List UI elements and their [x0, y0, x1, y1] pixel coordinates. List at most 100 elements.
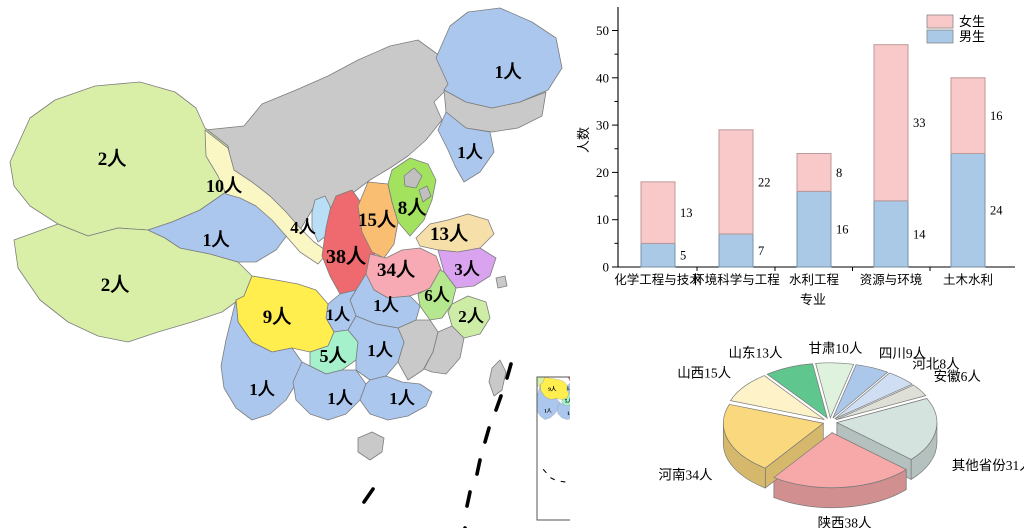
- x-category-label-4: 土木水利: [943, 273, 993, 287]
- map-label-liaoning: 1人: [457, 143, 484, 162]
- province-liaoning: [437, 111, 495, 183]
- province-hunan: [347, 315, 405, 381]
- map-label-chongqing: 1人: [567, 385, 570, 392]
- province-beijing: [403, 167, 423, 189]
- bar-female-value-3: 33: [913, 116, 926, 130]
- province-shaanxi: [567, 377, 570, 382]
- province-shanghai: [495, 275, 508, 289]
- bar-female-0: [640, 181, 676, 244]
- map-label-shaanxi: 38人: [326, 245, 367, 268]
- x-category-label-3: 资源与环境: [860, 272, 923, 287]
- legend-label-男生: 男生: [959, 29, 985, 44]
- map-label-qinghai: 1人: [203, 230, 231, 250]
- province-tianjin: [418, 185, 432, 203]
- pie-slice-其他省份: [835, 398, 938, 460]
- map-label-heilongjiang: 1人: [495, 62, 523, 82]
- bar-female-2: [796, 152, 832, 192]
- pie-slice-山西: [729, 375, 825, 420]
- bar-male-value-4: 24: [990, 204, 1003, 218]
- map-label-yunnan: 1人: [249, 380, 276, 399]
- map-label-hunan: 1人: [367, 341, 394, 360]
- bar-male-value-1: 7: [758, 244, 764, 258]
- pie-slice-河北: [834, 372, 913, 420]
- map-label-yunnan: 1人: [544, 407, 552, 414]
- bar-female-value-4: 16: [990, 109, 1003, 123]
- pie-label-其他省份: 其他省份31人: [952, 458, 1024, 473]
- bar-male-0: [640, 242, 676, 268]
- map-label-shanxi: 15人: [358, 209, 397, 231]
- map-label-gansu: 10人: [206, 176, 243, 196]
- bar-male-4: [950, 152, 986, 268]
- pie-label-山东: 山东13人: [729, 346, 783, 361]
- pie-label-河南: 河南34人: [659, 468, 713, 483]
- province-anhui: [417, 269, 457, 321]
- province-yunnan: [220, 299, 303, 421]
- inset-map-border: [536, 376, 570, 521]
- legend-swatch-女生: [926, 14, 954, 29]
- y-tick-label: 50: [596, 23, 609, 38]
- legend-label-女生: 女生: [959, 14, 985, 29]
- province-shanxi: [357, 181, 399, 259]
- bar-male-value-0: 5: [680, 249, 686, 263]
- map-label-xinjiang: 2人: [98, 148, 128, 170]
- province-shandong: [415, 213, 495, 253]
- province-heilongjiang: [435, 7, 563, 109]
- x-category-label-1: 环境科学与工程: [692, 272, 780, 287]
- y-tick-label: 10: [596, 212, 609, 227]
- province-hebei: [387, 157, 437, 237]
- map-label-gansu: 10人: [531, 348, 542, 355]
- pie-label-四川: 四川9人: [879, 346, 927, 361]
- pie-slice-河南: [722, 403, 825, 469]
- map-labels: 1人1人2人2人1人10人4人38人15人8人13人34人3人6人2人1人1人9…: [500, 339, 570, 417]
- y-tick-label: 0: [603, 260, 610, 275]
- pie-slice-安徽: [835, 384, 927, 421]
- pie-chart: 其他省份31人陕西38人 河南34人 山西15人 山东13人 甘肃10人 四川9人河北8人…: [659, 341, 1024, 528]
- pie-label-安徽: 安徽6人: [934, 369, 982, 384]
- map-label-henan: 34人: [377, 259, 416, 281]
- x-category-label-0: 化学工程与技术: [614, 272, 702, 287]
- pie-label-陕西: 陕西38人: [818, 516, 872, 528]
- pie-slice-四川: [832, 364, 889, 419]
- y-axis-title: 人数: [576, 127, 591, 153]
- map-label-ningxia: 4人: [290, 218, 317, 237]
- y-tick-label: 40: [596, 70, 609, 85]
- inset-map-content: 1人1人2人2人1人10人4人38人15人8人13人34人3人6人2人1人1人9…: [500, 308, 570, 483]
- bar-female-value-0: 13: [680, 206, 693, 220]
- province-guangxi: [556, 402, 570, 420]
- map-label-sichuan: 9人: [263, 306, 293, 328]
- map-label-guangxi: 1人: [327, 389, 354, 408]
- bar-chart: 0 10 20 30 40 50 5 13 化学工程与技术 7 22 环境科学与工程 16 8 水利工程 14…: [576, 7, 1015, 307]
- bar-female-value-2: 8: [836, 166, 842, 180]
- province-guangdong: [359, 375, 433, 421]
- x-category-label-2: 水利工程: [789, 272, 840, 287]
- map-label-shandong: 13人: [430, 223, 469, 245]
- map-label-guangdong: 1人: [389, 389, 416, 408]
- pie-label-河北: 河北8人: [912, 357, 960, 372]
- bar-male-value-2: 16: [836, 223, 849, 237]
- province-inner-mongolia: [531, 308, 570, 364]
- inset-map: 1人1人2人2人1人10人4人38人15人8人13人34人3人6人2人1人1人9…: [500, 308, 570, 483]
- pie-slice-陕西: [773, 432, 907, 489]
- province-qinghai: [514, 353, 555, 374]
- map-label-jiangsu: 3人: [454, 260, 481, 279]
- bar-female-value-1: 22: [758, 175, 771, 189]
- province-gansu: [531, 334, 567, 373]
- map-label-guangxi: 1人: [567, 410, 570, 417]
- province-ningxia: [563, 354, 569, 368]
- bar-male-3: [873, 200, 909, 268]
- bar-female-4: [950, 77, 986, 154]
- province-hainan: [357, 431, 385, 461]
- province-taiwan: [488, 359, 507, 397]
- province-zhejiang: [447, 295, 491, 339]
- pie-slice-山东: [766, 363, 828, 419]
- nine-dash-line: [362, 362, 513, 508]
- map-label-ningxia: 4人: [556, 360, 564, 367]
- bar-male-value-3: 14: [913, 227, 926, 241]
- y-tick-label: 30: [596, 118, 609, 133]
- map-label-hebei: 8人: [398, 197, 428, 219]
- map-label-xinjiang: 2人: [500, 339, 509, 347]
- map-label-tibet: 2人: [101, 274, 131, 296]
